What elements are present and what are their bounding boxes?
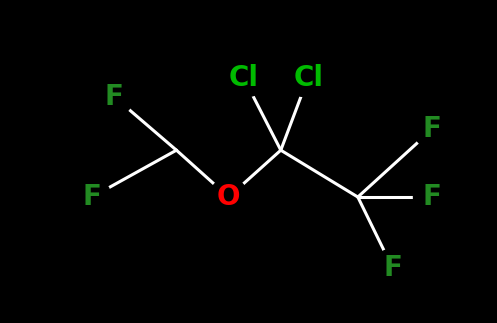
Text: F: F (383, 254, 402, 282)
Text: O: O (217, 183, 241, 211)
Text: F: F (105, 83, 124, 111)
Text: Cl: Cl (229, 64, 258, 91)
Ellipse shape (73, 178, 111, 216)
Ellipse shape (414, 178, 451, 216)
Text: F: F (423, 183, 442, 211)
Ellipse shape (374, 249, 412, 287)
Ellipse shape (95, 78, 133, 116)
Text: F: F (423, 115, 442, 143)
Ellipse shape (210, 178, 248, 216)
Ellipse shape (414, 110, 451, 149)
Text: Cl: Cl (293, 64, 323, 91)
Ellipse shape (216, 58, 271, 97)
Text: F: F (83, 183, 101, 211)
Ellipse shape (281, 58, 335, 97)
